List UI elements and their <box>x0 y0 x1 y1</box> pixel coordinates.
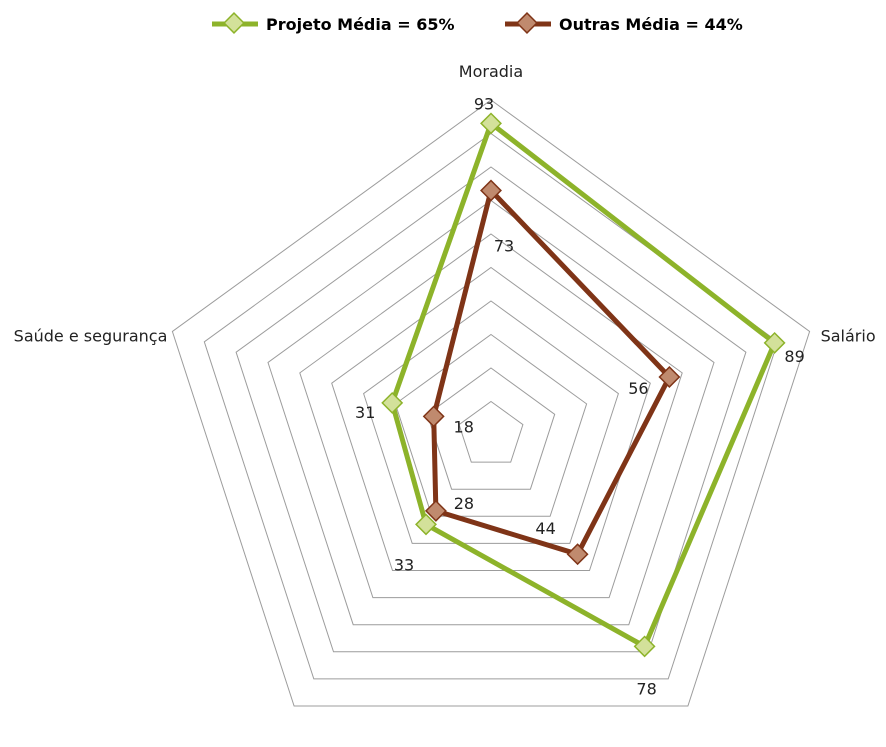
series-line-0 <box>389 120 778 649</box>
grid-ring-80 <box>235 166 747 653</box>
grid-ring-10 <box>458 400 524 463</box>
series-layer <box>381 112 786 658</box>
data-point-marker <box>633 635 656 658</box>
legend-item-projeto: Projeto Média = 65% <box>212 12 455 34</box>
data-labels: 93 89 78 33 31 73 56 44 28 18 <box>355 94 805 698</box>
grid-ring-30 <box>394 333 588 517</box>
data-point-marker <box>415 513 437 536</box>
data-point-marker <box>381 391 404 414</box>
data-label: 28 <box>454 494 474 513</box>
category-label: Saúde e segurança <box>14 327 168 346</box>
grid-ring-40 <box>363 300 619 544</box>
data-label: 33 <box>394 555 414 574</box>
grid-ring-50 <box>331 266 651 571</box>
legend: Projeto Média = 65% Outras Média = 44% <box>212 12 743 34</box>
data-label: 44 <box>535 519 555 538</box>
grid-ring-20 <box>426 367 556 490</box>
data-label: 18 <box>454 417 474 436</box>
legend-item-outras: Outras Média = 44% <box>505 12 743 34</box>
legend-marker-outras <box>516 12 538 34</box>
data-point-marker <box>422 405 445 428</box>
data-label: 73 <box>494 237 514 256</box>
data-point-marker <box>480 112 502 135</box>
legend-label-projeto: Projeto Média = 65% <box>266 15 455 34</box>
legend-marker-projeto <box>223 12 245 34</box>
data-label: 78 <box>636 679 656 698</box>
data-label: 31 <box>355 403 375 422</box>
axis-labels: MoradiaSalárioComunicação e lazerEducaçã… <box>14 62 876 346</box>
data-label: 89 <box>784 347 804 366</box>
legend-label-outras: Outras Média = 44% <box>559 15 743 34</box>
grid-ring-100 <box>171 99 811 707</box>
data-point-marker <box>480 179 502 202</box>
grid-ring-70 <box>267 199 715 626</box>
grid-ring-60 <box>299 233 683 599</box>
data-point-marker <box>566 543 589 566</box>
data-point-marker <box>763 331 786 354</box>
grid-ring-90 <box>203 132 779 680</box>
category-label: Moradia <box>459 62 523 81</box>
category-label: Salário <box>821 327 876 346</box>
series-line-1 <box>431 188 672 557</box>
data-label: 93 <box>474 94 494 113</box>
data-point-marker <box>424 499 447 522</box>
data-label: 56 <box>628 379 648 398</box>
data-point-marker <box>658 366 681 388</box>
